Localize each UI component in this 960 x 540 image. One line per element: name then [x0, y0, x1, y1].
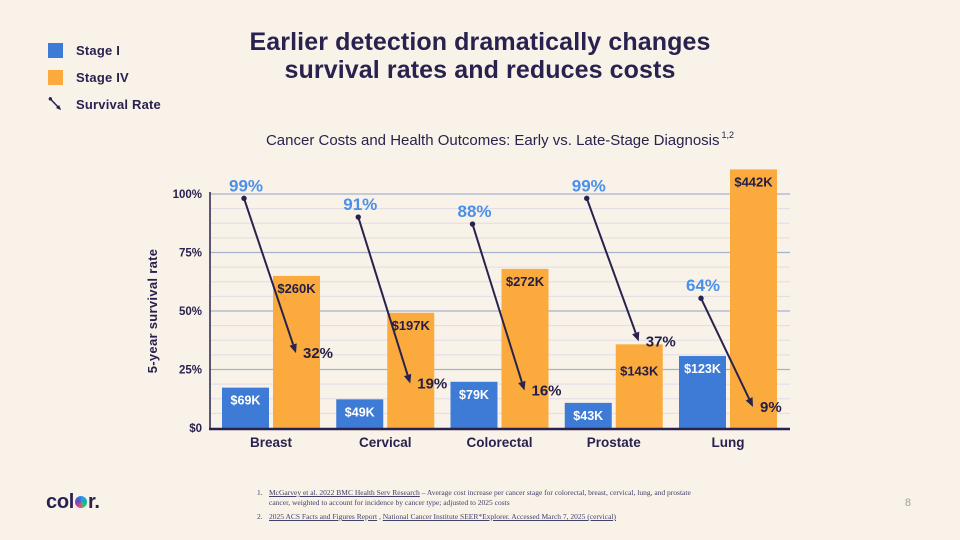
color-logo: col r.: [46, 491, 100, 514]
footnote-2-link-2[interactable]: National Cancer Institute SEER*Explorer.…: [382, 512, 617, 521]
survival-arrow-head-cervical: [403, 373, 412, 384]
footnote-body: McGarvey et al. 2022 BMC Health Serv Res…: [269, 488, 712, 507]
late-survival-label-lung: 9%: [760, 399, 782, 416]
late-survival-label-prostate: 37%: [646, 333, 676, 350]
survival-arrow-head-colorectal: [518, 380, 526, 391]
y-tick-25%: 25%: [179, 365, 202, 377]
title-line-2: survival rates and reduces costs: [284, 56, 676, 84]
survival-arrow-start-dot-lung: [698, 295, 704, 301]
stage4-bar-breast: [273, 275, 320, 428]
logo-text-left: col: [46, 491, 74, 513]
y-tick-75%: 75%: [179, 248, 202, 260]
category-label-breast: Breast: [250, 435, 293, 450]
footnote-number: 2.: [257, 512, 263, 521]
legend-item-survival-rate: Survival Rate: [48, 96, 161, 112]
stage4-cost-label-prostate: $143K: [620, 363, 659, 378]
y-tick-100%: 100%: [173, 189, 202, 201]
stage1-cost-label-colorectal: $79K: [459, 388, 489, 402]
late-survival-label-cervical: 19%: [417, 376, 447, 393]
survival-arrow-head-prostate: [632, 331, 640, 342]
stage4-swatch-icon: [48, 69, 63, 85]
stage4-cost-label-breast: $260K: [277, 281, 316, 296]
survival-arrow-line-colorectal: [471, 223, 523, 383]
chart-title: Cancer Costs and Health Outcomes: Early …: [140, 130, 860, 149]
survival-arrow-start-dot-breast: [241, 195, 247, 202]
stage1-swatch-icon: [48, 42, 63, 58]
early-survival-label-cervical: 91%: [343, 195, 377, 214]
category-label-colorectal: Colorectal: [466, 435, 532, 450]
stage4-cost-label-cervical: $197K: [392, 318, 431, 333]
chart-title-superscript: 1,2: [721, 130, 735, 140]
survival-arrow-line-prostate: [585, 197, 637, 334]
stage1-cost-label-cervical: $49K: [345, 405, 375, 419]
footnote-2-link-1[interactable]: 2025 ACS Facts and Figures Report: [269, 512, 378, 521]
footnote-1-link[interactable]: McGarvey et al. 2022 BMC Health Serv Res…: [269, 488, 420, 497]
category-label-lung: Lung: [712, 435, 745, 450]
stage1-bar-colorectal: [450, 381, 498, 428]
y-tick-$0: $0: [189, 423, 202, 435]
legend-item-label: Stage IV: [76, 69, 129, 85]
survival-arrow-start-dot-prostate: [584, 195, 590, 202]
early-survival-label-lung: 64%: [686, 276, 720, 295]
early-survival-label-breast: 99%: [229, 176, 263, 195]
y-axis-label: 5-year survival rate: [145, 249, 160, 374]
survival-arrow-line-cervical: [357, 216, 409, 376]
survival-arrow-head-lung: [745, 397, 753, 407]
stage1-bar-cervical: [336, 399, 384, 428]
legend-item-label: Survival Rate: [76, 96, 161, 112]
early-survival-label-prostate: 99%: [572, 176, 606, 195]
footnote-1-text: – Average cost increase per cancer stage…: [269, 488, 691, 507]
chart-legend: Stage I Stage IV Survival Rate: [48, 42, 161, 123]
logo-text-right: r.: [88, 491, 100, 513]
page-number: 8: [904, 497, 911, 509]
survival-arrow-start-dot-cervical: [355, 214, 361, 220]
survival-arrow-head-breast: [289, 343, 297, 354]
early-survival-label-colorectal: 88%: [458, 202, 492, 221]
late-survival-label-breast: 32%: [303, 345, 333, 362]
stage4-bar-prostate: [615, 344, 663, 428]
footnote-1: 1. McGarvey et al. 2022 BMC Health Serv …: [257, 488, 712, 507]
stage4-bar-lung: [730, 169, 777, 428]
survival-arrow-line-lung: [700, 297, 751, 400]
legend-item-stage4: Stage IV: [48, 69, 161, 85]
footnote-2: 2. 2025 ACS Facts and Figures Report , N…: [257, 512, 712, 522]
stage1-bar-lung: [679, 356, 726, 428]
stage1-cost-label-breast: $69K: [231, 394, 261, 408]
survival-arrow-line-breast: [243, 198, 295, 345]
stage4-cost-label-colorectal: $272K: [506, 274, 545, 289]
chart-title-text: Cancer Costs and Health Outcomes: Early …: [265, 132, 720, 149]
stage1-bar-prostate: [564, 402, 612, 428]
survival-arrow-start-dot-colorectal: [469, 221, 476, 227]
slide-title: Earlier detection dramatically changes s…: [130, 28, 830, 84]
late-survival-label-colorectal: 16%: [532, 383, 562, 400]
stage1-cost-label-prostate: $43K: [573, 409, 603, 423]
footnote-number: 1.: [257, 488, 263, 497]
logo-color-wheel-icon: [75, 496, 87, 508]
footnote-2-separator: ,: [377, 512, 383, 521]
legend-item-stage1: Stage I: [48, 42, 161, 58]
footnote-body: 2025 ACS Facts and Figures Report , Nati…: [269, 512, 616, 522]
stage1-cost-label-lung: $123K: [684, 362, 721, 376]
stage1-bar-breast: [222, 387, 269, 428]
legend-item-label: Stage I: [76, 42, 121, 58]
stage4-bar-colorectal: [501, 268, 549, 428]
title-line-1: Earlier detection dramatically changes: [249, 28, 711, 56]
category-label-prostate: Prostate: [587, 435, 642, 450]
stage4-cost-label-lung: $442K: [734, 174, 773, 189]
category-label-cervical: Cervical: [359, 435, 412, 450]
survival-rate-arrow-icon: [48, 97, 62, 111]
footnotes: 1. McGarvey et al. 2022 BMC Health Serv …: [257, 488, 712, 527]
y-tick-50%: 50%: [179, 306, 202, 318]
